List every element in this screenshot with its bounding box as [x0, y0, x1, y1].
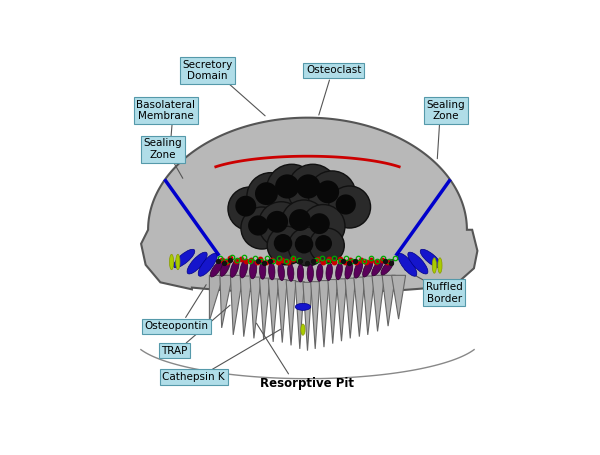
Circle shape	[289, 209, 311, 231]
Polygon shape	[354, 277, 365, 337]
Circle shape	[309, 213, 330, 234]
Polygon shape	[303, 282, 312, 351]
Ellipse shape	[345, 261, 353, 279]
Circle shape	[288, 228, 327, 266]
Circle shape	[315, 235, 332, 252]
Text: Basolateral
Membrane: Basolateral Membrane	[136, 100, 195, 121]
Polygon shape	[240, 276, 252, 337]
Ellipse shape	[210, 261, 223, 277]
Circle shape	[275, 174, 299, 198]
Circle shape	[248, 215, 268, 236]
Circle shape	[235, 196, 256, 217]
Circle shape	[295, 235, 313, 253]
Polygon shape	[250, 277, 261, 339]
Ellipse shape	[295, 303, 311, 310]
Circle shape	[247, 172, 295, 220]
Polygon shape	[230, 275, 243, 335]
Ellipse shape	[240, 260, 248, 278]
Circle shape	[296, 174, 320, 198]
Polygon shape	[260, 278, 270, 340]
Ellipse shape	[438, 258, 442, 273]
Circle shape	[255, 182, 278, 205]
Polygon shape	[336, 279, 347, 341]
Circle shape	[274, 234, 292, 253]
Polygon shape	[286, 281, 296, 345]
Text: Resorptive Pit: Resorptive Pit	[260, 377, 355, 390]
Circle shape	[302, 205, 345, 248]
Polygon shape	[372, 275, 385, 331]
Polygon shape	[209, 275, 223, 321]
Text: Cathepsin K: Cathepsin K	[163, 372, 225, 382]
Ellipse shape	[176, 254, 180, 270]
Ellipse shape	[287, 264, 294, 281]
Ellipse shape	[317, 264, 323, 281]
Circle shape	[228, 187, 271, 231]
Polygon shape	[220, 275, 233, 328]
Circle shape	[266, 211, 288, 233]
Circle shape	[309, 228, 344, 263]
Ellipse shape	[362, 260, 373, 277]
Ellipse shape	[307, 264, 313, 282]
Circle shape	[308, 171, 356, 218]
Ellipse shape	[187, 252, 207, 274]
Ellipse shape	[278, 263, 284, 281]
Circle shape	[259, 202, 304, 248]
Text: Sealing
Zone: Sealing Zone	[144, 138, 182, 160]
Ellipse shape	[381, 259, 394, 275]
Ellipse shape	[230, 259, 239, 278]
Text: TRAP: TRAP	[161, 346, 188, 356]
Ellipse shape	[372, 259, 383, 276]
Ellipse shape	[298, 264, 304, 282]
Polygon shape	[363, 276, 375, 335]
Polygon shape	[141, 118, 478, 291]
Polygon shape	[328, 279, 338, 344]
Circle shape	[287, 164, 338, 215]
Polygon shape	[277, 279, 287, 343]
Polygon shape	[345, 278, 355, 339]
Ellipse shape	[250, 261, 257, 279]
Ellipse shape	[169, 254, 173, 270]
Circle shape	[316, 181, 339, 203]
Ellipse shape	[173, 249, 195, 268]
Polygon shape	[392, 275, 406, 319]
Circle shape	[281, 200, 327, 246]
Polygon shape	[319, 281, 329, 347]
Ellipse shape	[269, 263, 275, 280]
Circle shape	[335, 194, 356, 215]
Text: Osteoclast: Osteoclast	[306, 66, 361, 76]
Text: Sealing
Zone: Sealing Zone	[427, 100, 465, 121]
Ellipse shape	[354, 261, 362, 278]
Polygon shape	[268, 279, 279, 342]
Ellipse shape	[398, 253, 417, 276]
Ellipse shape	[326, 263, 332, 281]
Ellipse shape	[408, 252, 428, 274]
Ellipse shape	[301, 324, 305, 335]
Text: Osteopontin: Osteopontin	[144, 321, 208, 331]
Ellipse shape	[432, 258, 436, 273]
Circle shape	[266, 164, 317, 215]
Polygon shape	[311, 282, 320, 349]
Circle shape	[329, 186, 371, 228]
Ellipse shape	[220, 259, 230, 276]
Polygon shape	[295, 282, 304, 349]
Circle shape	[241, 207, 283, 249]
Ellipse shape	[420, 249, 442, 268]
Polygon shape	[382, 275, 395, 326]
Ellipse shape	[335, 263, 343, 280]
Ellipse shape	[260, 262, 266, 279]
Circle shape	[267, 226, 306, 265]
Text: Secretory
Domain: Secretory Domain	[182, 60, 233, 81]
Text: Ruffled
Border: Ruffled Border	[426, 282, 463, 303]
Ellipse shape	[198, 253, 217, 276]
